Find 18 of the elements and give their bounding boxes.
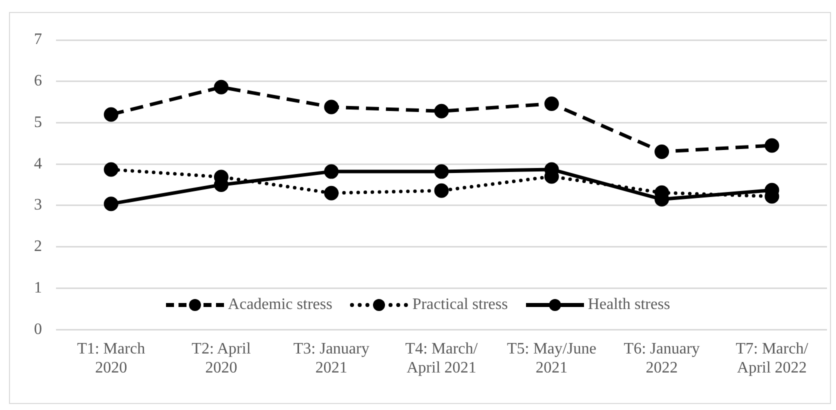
y-tick-label: 6 [34, 72, 42, 90]
y-tick-label: 1 [34, 279, 42, 296]
x-tick-label: T5: May/June 2021 [506, 340, 596, 377]
x-tick-label: T3: January 2021 [293, 340, 370, 377]
y-tick-label: 0 [34, 320, 42, 338]
y-tick-label: 3 [34, 196, 42, 214]
y-tick-label: 4 [34, 155, 42, 172]
y-tick-label: 7 [34, 31, 42, 48]
x-tick-label: T2: April 2020 [192, 340, 252, 377]
legend-label: Academic stress [228, 296, 332, 314]
y-tick-label: 2 [34, 238, 42, 256]
x-tick-label: T4: March/ April 2021 [405, 340, 478, 377]
x-tick-label: T7: March/ April 2022 [736, 340, 809, 377]
legend-label: Health stress [588, 296, 670, 314]
y-tick-label: 5 [34, 114, 42, 131]
legend-label: Practical stress [412, 296, 508, 314]
x-tick-label: T6: January 2022 [624, 340, 700, 377]
x-tick-label: T1: March 2020 [77, 340, 146, 377]
